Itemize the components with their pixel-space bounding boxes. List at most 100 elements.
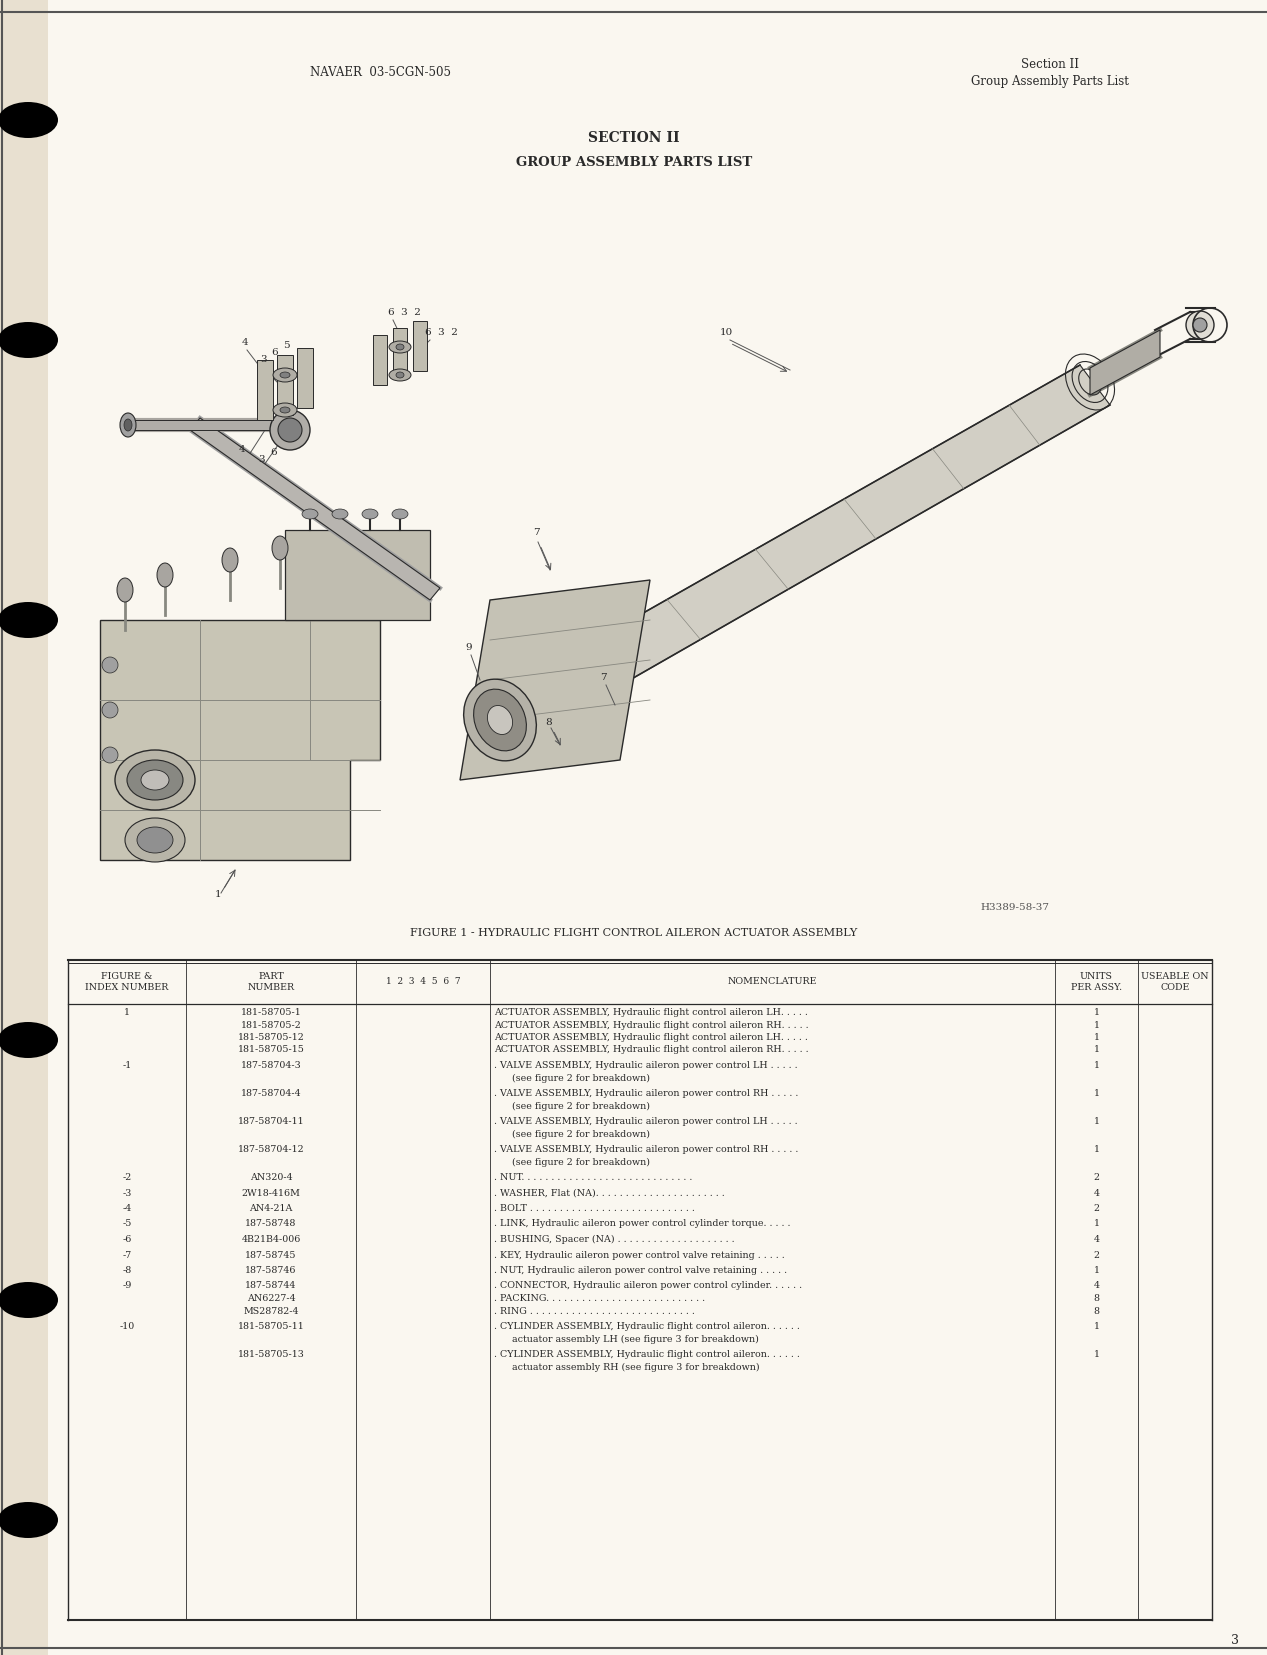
Ellipse shape xyxy=(103,702,118,718)
Text: AN4-21A: AN4-21A xyxy=(250,1203,293,1213)
Text: 181-58705-2: 181-58705-2 xyxy=(241,1021,302,1029)
Text: 4: 4 xyxy=(1093,1188,1100,1198)
Ellipse shape xyxy=(103,746,118,763)
Text: . KEY, Hydraulic aileron power control valve retaining . . . . .: . KEY, Hydraulic aileron power control v… xyxy=(494,1251,784,1259)
Polygon shape xyxy=(413,321,427,371)
Text: -1: -1 xyxy=(123,1061,132,1071)
Text: 1: 1 xyxy=(1093,1117,1100,1125)
Text: 3: 3 xyxy=(260,356,266,364)
Ellipse shape xyxy=(127,760,182,799)
Text: NAVAER  03-5CGN-505: NAVAER 03-5CGN-505 xyxy=(309,66,451,78)
Text: 187-58704-11: 187-58704-11 xyxy=(238,1117,304,1125)
Text: (see figure 2 for breakdown): (see figure 2 for breakdown) xyxy=(494,1157,650,1167)
Text: . VALVE ASSEMBLY, Hydraulic aileron power control LH . . . . .: . VALVE ASSEMBLY, Hydraulic aileron powe… xyxy=(494,1061,798,1071)
Ellipse shape xyxy=(362,510,378,520)
Text: 8: 8 xyxy=(545,718,551,727)
Polygon shape xyxy=(393,328,407,377)
Text: 2W18-416M: 2W18-416M xyxy=(242,1188,300,1198)
Text: 181-58705-1: 181-58705-1 xyxy=(241,1008,302,1018)
Text: USEABLE ON
CODE: USEABLE ON CODE xyxy=(1142,971,1209,991)
Ellipse shape xyxy=(0,1283,58,1317)
Text: ACTUATOR ASSEMBLY, Hydraulic flight control aileron LH. . . . .: ACTUATOR ASSEMBLY, Hydraulic flight cont… xyxy=(494,1008,808,1018)
Polygon shape xyxy=(285,530,430,621)
Text: (see figure 2 for breakdown): (see figure 2 for breakdown) xyxy=(494,1102,650,1111)
Text: UNITS
PER ASSY.: UNITS PER ASSY. xyxy=(1071,971,1123,991)
Text: 4: 4 xyxy=(239,445,246,453)
Text: 1: 1 xyxy=(124,1008,131,1018)
Ellipse shape xyxy=(277,419,302,442)
Text: -2: -2 xyxy=(123,1173,132,1182)
Polygon shape xyxy=(460,579,650,780)
Ellipse shape xyxy=(397,344,404,349)
Text: 3: 3 xyxy=(258,455,265,463)
Text: 10: 10 xyxy=(720,328,734,338)
Text: . LINK, Hydraulic aileron power control cylinder torque. . . . .: . LINK, Hydraulic aileron power control … xyxy=(494,1220,791,1228)
Ellipse shape xyxy=(0,1503,58,1537)
Text: ACTUATOR ASSEMBLY, Hydraulic flight control aileron LH. . . . .: ACTUATOR ASSEMBLY, Hydraulic flight cont… xyxy=(494,1033,808,1043)
Polygon shape xyxy=(190,419,440,601)
Text: 3: 3 xyxy=(1232,1633,1239,1647)
Polygon shape xyxy=(257,361,272,420)
Text: ACTUATOR ASSEMBLY, Hydraulic flight control aileron RH. . . . .: ACTUATOR ASSEMBLY, Hydraulic flight cont… xyxy=(494,1046,808,1054)
Text: Section II: Section II xyxy=(1021,58,1079,71)
Text: 7: 7 xyxy=(533,528,540,536)
Ellipse shape xyxy=(1194,318,1207,333)
Ellipse shape xyxy=(117,578,133,602)
Text: ACTUATOR ASSEMBLY, Hydraulic flight control aileron RH. . . . .: ACTUATOR ASSEMBLY, Hydraulic flight cont… xyxy=(494,1021,808,1029)
Ellipse shape xyxy=(464,679,536,761)
Text: 6  3  2: 6 3 2 xyxy=(388,308,421,318)
Text: 6  3  2: 6 3 2 xyxy=(424,328,457,338)
Text: -3: -3 xyxy=(123,1188,132,1198)
Ellipse shape xyxy=(397,372,404,377)
Text: . VALVE ASSEMBLY, Hydraulic aileron power control RH . . . . .: . VALVE ASSEMBLY, Hydraulic aileron powe… xyxy=(494,1089,798,1097)
Polygon shape xyxy=(1090,329,1161,396)
Bar xyxy=(0,0,48,1655)
Polygon shape xyxy=(277,356,293,415)
Text: PART
NUMBER: PART NUMBER xyxy=(247,971,294,991)
Text: 2: 2 xyxy=(1093,1173,1100,1182)
Text: 1: 1 xyxy=(1093,1266,1100,1274)
Text: . VALVE ASSEMBLY, Hydraulic aileron power control RH . . . . .: . VALVE ASSEMBLY, Hydraulic aileron powe… xyxy=(494,1145,798,1154)
Text: . CYLINDER ASSEMBLY, Hydraulic flight control aileron. . . . . .: . CYLINDER ASSEMBLY, Hydraulic flight co… xyxy=(494,1350,799,1359)
Ellipse shape xyxy=(0,602,58,637)
Ellipse shape xyxy=(389,341,411,353)
Text: 6: 6 xyxy=(270,449,276,457)
Text: GROUP ASSEMBLY PARTS LIST: GROUP ASSEMBLY PARTS LIST xyxy=(516,156,753,169)
Text: FIGURE &
INDEX NUMBER: FIGURE & INDEX NUMBER xyxy=(85,971,169,991)
Text: . NUT. . . . . . . . . . . . . . . . . . . . . . . . . . . . .: . NUT. . . . . . . . . . . . . . . . . .… xyxy=(494,1173,692,1182)
Text: AN320-4: AN320-4 xyxy=(250,1173,293,1182)
Text: 2: 2 xyxy=(1093,1251,1100,1259)
Text: 181-58705-12: 181-58705-12 xyxy=(238,1033,304,1043)
Text: 1: 1 xyxy=(1093,1033,1100,1043)
Text: actuator assembly RH (see figure 3 for breakdown): actuator assembly RH (see figure 3 for b… xyxy=(494,1362,760,1372)
Text: 181-58705-15: 181-58705-15 xyxy=(238,1046,304,1054)
Text: 181-58705-13: 181-58705-13 xyxy=(238,1350,304,1359)
Text: 187-58704-3: 187-58704-3 xyxy=(241,1061,302,1071)
Ellipse shape xyxy=(1186,311,1214,339)
Text: . BOLT . . . . . . . . . . . . . . . . . . . . . . . . . . . .: . BOLT . . . . . . . . . . . . . . . . .… xyxy=(494,1203,694,1213)
Text: 7: 7 xyxy=(601,674,607,682)
Ellipse shape xyxy=(272,536,288,559)
Text: 187-58745: 187-58745 xyxy=(246,1251,296,1259)
Text: -4: -4 xyxy=(123,1203,132,1213)
Ellipse shape xyxy=(120,414,136,437)
Text: 2: 2 xyxy=(1093,1203,1100,1213)
Text: . RING . . . . . . . . . . . . . . . . . . . . . . . . . . . .: . RING . . . . . . . . . . . . . . . . .… xyxy=(494,1306,694,1316)
Polygon shape xyxy=(100,621,380,861)
Text: -6: -6 xyxy=(123,1235,132,1245)
Text: -5: -5 xyxy=(123,1220,132,1228)
Ellipse shape xyxy=(488,705,513,735)
Text: 1: 1 xyxy=(1093,1046,1100,1054)
Text: 187-58704-4: 187-58704-4 xyxy=(241,1089,302,1097)
Ellipse shape xyxy=(124,419,132,430)
Ellipse shape xyxy=(272,367,296,382)
Text: 9: 9 xyxy=(465,644,471,652)
Ellipse shape xyxy=(332,510,348,520)
Text: SECTION II: SECTION II xyxy=(588,131,680,146)
Text: 1: 1 xyxy=(1093,1089,1100,1097)
Ellipse shape xyxy=(157,563,174,588)
Text: 187-58748: 187-58748 xyxy=(246,1220,296,1228)
Text: 1  2  3  4  5  6  7: 1 2 3 4 5 6 7 xyxy=(385,978,460,986)
Ellipse shape xyxy=(222,548,238,573)
Text: 1: 1 xyxy=(1093,1145,1100,1154)
